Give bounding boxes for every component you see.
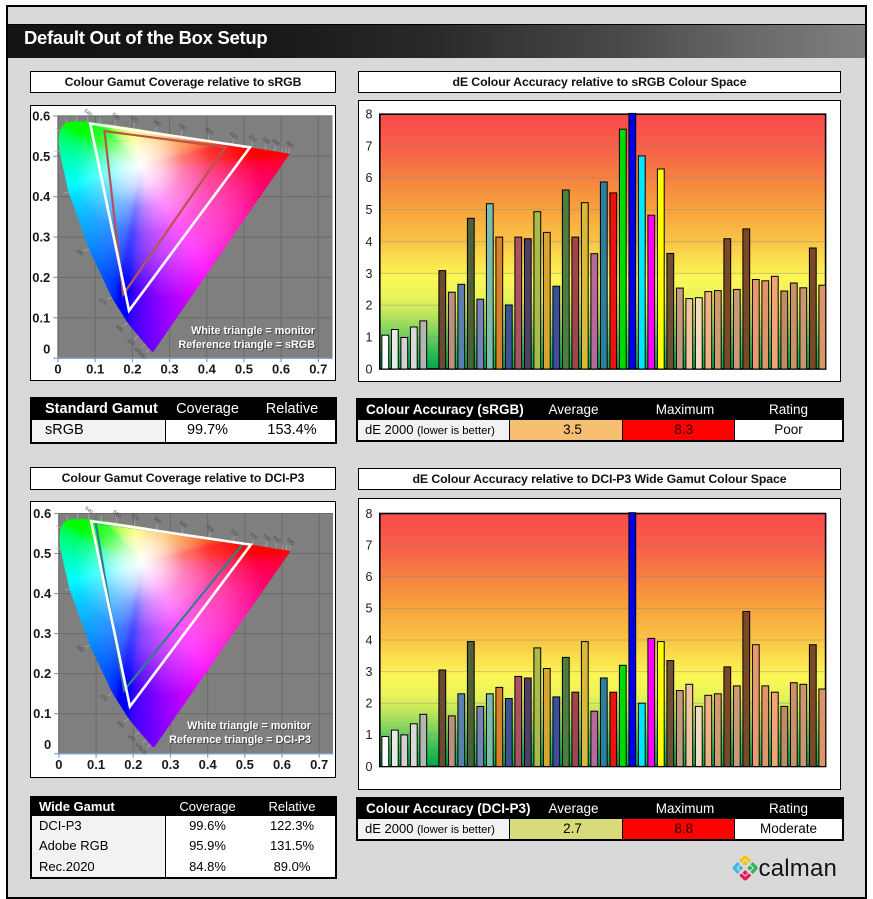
svg-text:630: 630: [261, 136, 271, 146]
svg-text:630: 630: [262, 533, 272, 543]
svg-text:3: 3: [366, 267, 373, 281]
svg-text:0.3: 0.3: [161, 362, 179, 377]
svg-text:470: 470: [98, 693, 108, 703]
svg-text:0: 0: [366, 760, 373, 774]
svg-text:0.5: 0.5: [235, 362, 253, 377]
svg-text:6: 6: [366, 570, 373, 584]
svg-text:0.2: 0.2: [33, 666, 51, 681]
svg-text:600: 600: [204, 127, 214, 137]
svg-text:460: 460: [115, 720, 125, 730]
svg-text:620: 620: [247, 134, 257, 144]
svg-text:430: 430: [137, 351, 147, 361]
svg-text:580: 580: [152, 516, 162, 526]
svg-text:0.2: 0.2: [124, 757, 142, 772]
svg-text:5: 5: [366, 203, 373, 217]
svg-text:4: 4: [366, 235, 373, 249]
svg-text:450: 450: [125, 338, 135, 348]
svg-text:480: 480: [75, 644, 85, 654]
svg-text:600: 600: [205, 524, 215, 534]
svg-text:580: 580: [151, 118, 161, 128]
svg-text:610: 610: [229, 528, 239, 538]
svg-text:570: 570: [130, 512, 140, 522]
svg-text:480: 480: [74, 248, 84, 258]
svg-text:White triangle = monitor: White triangle = monitor: [187, 720, 312, 732]
svg-text:0.2: 0.2: [32, 270, 50, 285]
svg-text:540: 540: [83, 108, 93, 118]
svg-text:Reference triangle = DCI-P3: Reference triangle = DCI-P3: [169, 734, 311, 746]
svg-text:540: 540: [84, 506, 94, 516]
svg-text:610: 610: [228, 131, 238, 141]
svg-text:570: 570: [129, 115, 139, 125]
svg-text:7: 7: [366, 139, 373, 153]
svg-text:1: 1: [366, 330, 373, 344]
svg-text:8: 8: [366, 507, 373, 521]
svg-text:0.6: 0.6: [272, 362, 290, 377]
svg-text:0.6: 0.6: [273, 757, 291, 772]
svg-text:590: 590: [177, 123, 187, 133]
svg-text:2: 2: [366, 697, 373, 711]
svg-text:0.4: 0.4: [198, 362, 217, 377]
svg-text:460: 460: [114, 324, 124, 334]
svg-text:440: 440: [133, 742, 143, 752]
svg-text:0.6: 0.6: [33, 506, 51, 521]
svg-text:0.5: 0.5: [32, 149, 50, 164]
svg-text:0.5: 0.5: [33, 546, 51, 561]
svg-text:0: 0: [366, 362, 373, 376]
svg-text:0.1: 0.1: [86, 362, 104, 377]
svg-text:7: 7: [366, 538, 373, 552]
svg-text:640: 640: [271, 138, 281, 148]
svg-text:640: 640: [271, 535, 281, 545]
svg-text:560: 560: [112, 509, 122, 519]
svg-text:450: 450: [126, 734, 136, 744]
svg-text:0.5: 0.5: [236, 757, 254, 772]
svg-text:470: 470: [97, 297, 107, 307]
svg-text:0.1: 0.1: [33, 706, 51, 721]
svg-text:calman: calman: [759, 855, 838, 882]
svg-text:430: 430: [137, 747, 147, 757]
svg-text:0.3: 0.3: [161, 757, 179, 772]
svg-text:0.7: 0.7: [309, 362, 327, 377]
svg-text:0.3: 0.3: [32, 230, 50, 245]
svg-text:3: 3: [366, 665, 373, 679]
svg-text:590: 590: [178, 520, 188, 530]
svg-text:White triangle = monitor: White triangle = monitor: [191, 325, 316, 337]
svg-text:0.1: 0.1: [87, 757, 105, 772]
svg-text:680: 680: [284, 140, 294, 150]
svg-text:0.4: 0.4: [199, 757, 218, 772]
svg-text:1: 1: [366, 728, 373, 742]
svg-text:0: 0: [54, 362, 61, 377]
svg-text:0.7: 0.7: [310, 757, 328, 772]
svg-text:0.4: 0.4: [33, 586, 52, 601]
svg-text:0.3: 0.3: [33, 626, 51, 641]
svg-text:620: 620: [248, 531, 258, 541]
svg-text:0: 0: [44, 737, 51, 752]
svg-text:0.4: 0.4: [32, 189, 51, 204]
svg-text:5: 5: [366, 602, 373, 616]
svg-text:4: 4: [366, 633, 373, 647]
svg-text:0.6: 0.6: [32, 108, 50, 123]
svg-text:0.1: 0.1: [32, 310, 50, 325]
svg-text:560: 560: [111, 112, 121, 122]
svg-text:0: 0: [55, 757, 62, 772]
svg-text:0.2: 0.2: [123, 362, 141, 377]
svg-text:440: 440: [132, 346, 142, 356]
svg-text:8: 8: [366, 108, 373, 122]
svg-text:6: 6: [366, 171, 373, 185]
svg-text:Reference triangle = sRGB: Reference triangle = sRGB: [178, 339, 315, 351]
svg-text:2: 2: [366, 299, 373, 313]
svg-text:680: 680: [285, 537, 295, 547]
svg-text:0: 0: [43, 342, 50, 357]
